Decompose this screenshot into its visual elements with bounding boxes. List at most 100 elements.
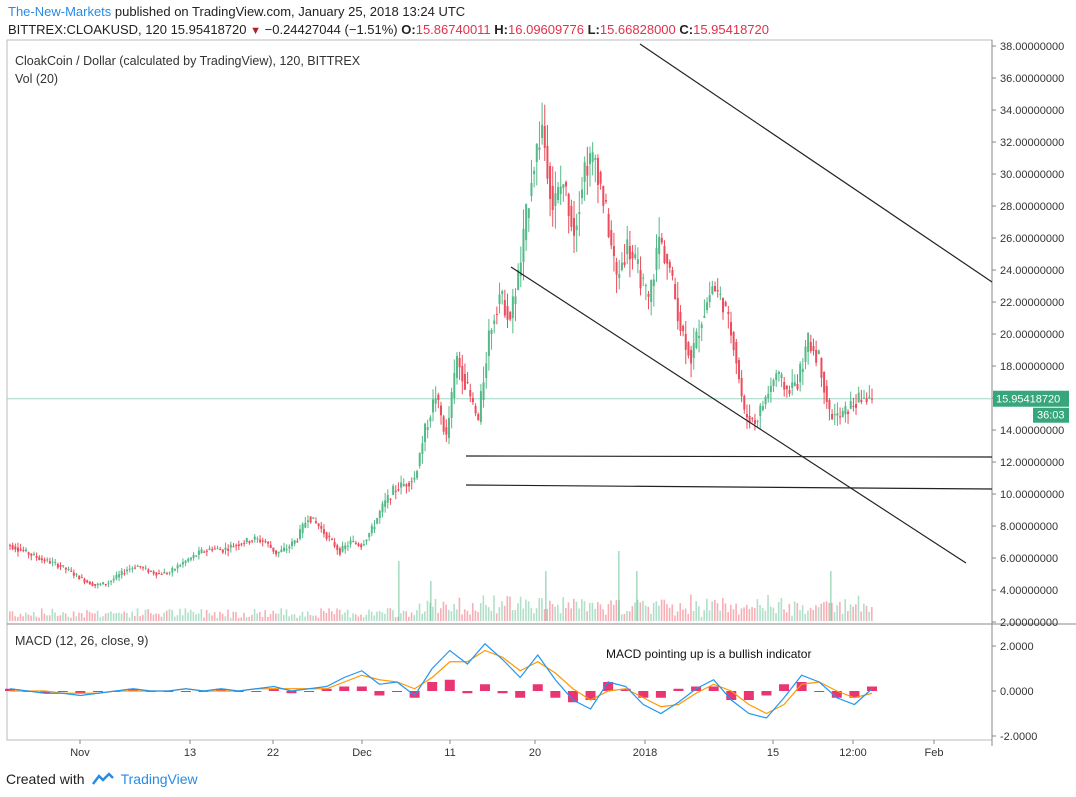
candle-body: [280, 549, 283, 552]
candle-body: [455, 355, 458, 378]
macd-histogram-bar: [304, 691, 315, 692]
candle-body: [11, 545, 14, 550]
volume-spike: [636, 571, 638, 621]
candle-body: [796, 384, 799, 390]
volume-bar: [706, 598, 708, 621]
volume-bar: [78, 612, 80, 621]
author-link[interactable]: The-New-Markets: [8, 4, 112, 19]
volume-bar: [80, 613, 83, 621]
volume-bar: [104, 613, 107, 621]
volume-bar: [602, 609, 604, 621]
candle-body: [338, 548, 341, 555]
macd-histogram-bar: [251, 691, 262, 692]
volume-bar: [541, 598, 543, 621]
volume-bar: [703, 610, 705, 621]
volume-bar: [64, 613, 67, 621]
volume-bar: [16, 616, 19, 621]
macd-histogram-bar: [743, 691, 754, 700]
volume-bar: [405, 611, 408, 621]
macd-histogram-bar: [479, 684, 490, 691]
candle-body: [115, 574, 118, 579]
volume-group: [9, 551, 873, 621]
candle-body: [692, 343, 695, 358]
candle-body: [732, 332, 735, 351]
candle-body: [847, 411, 850, 415]
volume-bar: [453, 603, 455, 621]
volume-bar: [205, 609, 208, 621]
candle-body: [429, 417, 432, 422]
volume-bar: [831, 602, 833, 621]
candle-body: [570, 206, 573, 227]
candle-body: [408, 482, 411, 487]
candle-body: [714, 286, 717, 292]
candle-body: [365, 539, 368, 542]
macd-histogram-bar: [321, 688, 332, 691]
candle-body: [35, 556, 38, 558]
volume-bar: [615, 600, 618, 621]
candle-body: [517, 270, 520, 290]
volume-bar: [54, 612, 56, 621]
volume-bar: [370, 611, 373, 621]
candle-body: [565, 182, 568, 187]
candle-body: [684, 334, 687, 350]
volume-spike: [618, 551, 620, 621]
volume-bar: [767, 594, 769, 621]
candle-body: [751, 418, 754, 419]
candle-body: [333, 542, 336, 547]
volume-bar: [394, 617, 397, 621]
high-label: H:: [494, 22, 509, 37]
volume-bar: [248, 616, 251, 621]
open-label: O:: [401, 22, 416, 37]
candle-body: [131, 568, 134, 570]
price-tick-label: 34.00000000: [1000, 105, 1064, 117]
volume-bar: [477, 612, 479, 621]
candle-body: [745, 414, 748, 418]
volume-bar: [674, 615, 676, 621]
macd-histogram-bar: [532, 684, 543, 691]
candle-body: [344, 545, 347, 550]
candle-body: [56, 564, 59, 568]
macd-histogram-bar: [849, 691, 860, 698]
candle-body: [620, 262, 623, 270]
volume-bar: [596, 602, 599, 621]
volume-bar: [46, 615, 48, 621]
candle-body: [567, 194, 570, 217]
tradingview-link[interactable]: TradingView: [120, 771, 198, 787]
volume-bar: [112, 613, 115, 621]
volume-bar: [639, 602, 642, 621]
candle-body: [424, 423, 427, 442]
volume-bar: [237, 617, 240, 621]
macd-histogram-bar: [814, 691, 825, 692]
volume-bar: [573, 598, 575, 621]
candle-body: [737, 360, 740, 380]
volume-bar: [634, 602, 636, 621]
volume-bar: [378, 610, 381, 621]
macd-tick-label: -2.0000: [1000, 731, 1037, 743]
candle-body: [32, 553, 35, 555]
volume-bar: [450, 611, 453, 621]
volume-bar: [131, 611, 133, 621]
price-tick-label: 36.00000000: [1000, 73, 1064, 85]
time-tick-label: Dec: [352, 747, 372, 759]
candle-body: [200, 549, 203, 554]
candle-body: [259, 539, 262, 543]
candle-body: [354, 542, 357, 544]
publish-info: published on TradingView.com, January 25…: [114, 4, 466, 19]
macd-label: MACD (12, 26, close, 9): [15, 634, 148, 648]
volume-bar: [19, 613, 22, 621]
candle-body: [277, 551, 280, 554]
volume-bar: [362, 617, 365, 621]
macd-tick-label: 0.0000: [1000, 686, 1034, 698]
candle-body: [769, 385, 772, 392]
volume-bar: [714, 600, 716, 621]
volume-bar: [506, 596, 509, 621]
candle-body: [213, 548, 216, 550]
candle-body: [38, 557, 41, 560]
volume-bar: [426, 600, 429, 621]
candle-body: [581, 189, 584, 198]
macd-histogram-bar: [620, 688, 631, 691]
volume-bar: [301, 611, 304, 621]
candle-body: [400, 482, 403, 488]
candle-body: [413, 477, 416, 480]
